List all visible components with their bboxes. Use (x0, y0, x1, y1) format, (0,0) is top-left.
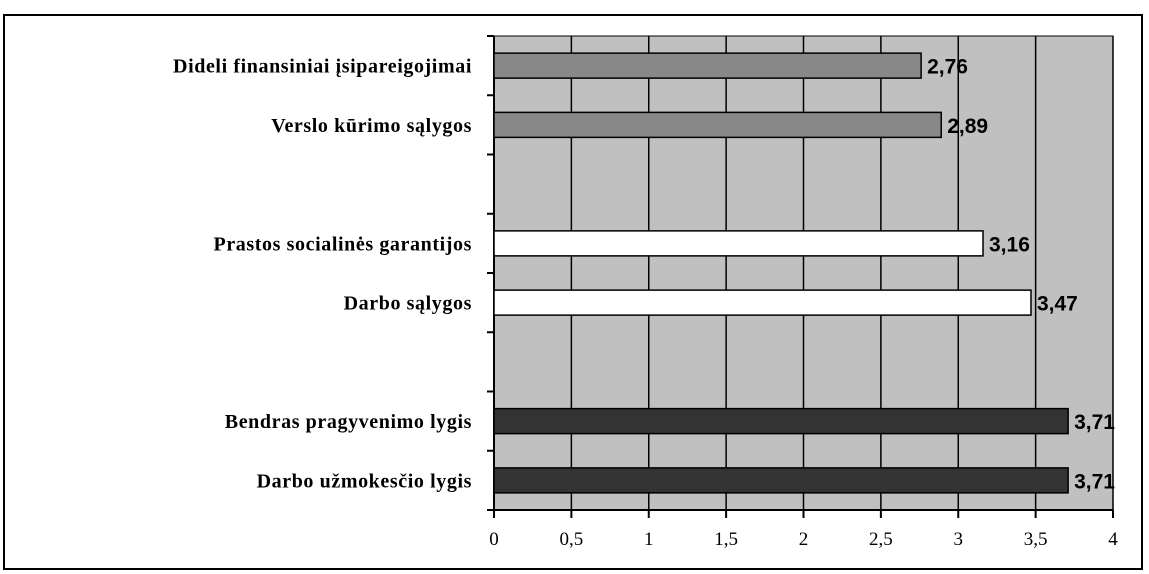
category-label: Darbo sąlygos (344, 293, 472, 315)
bar (493, 52, 922, 79)
bar (493, 289, 1032, 316)
x-tick-label: 1 (644, 529, 654, 550)
data-label: 3,16 (989, 233, 1030, 256)
data-label: 3,71 (1074, 411, 1115, 434)
bar (493, 467, 1069, 494)
x-tick-label: 0 (489, 529, 499, 550)
category-label: Verslo kūrimo sąlygos (271, 115, 472, 137)
data-label: 2,76 (927, 56, 968, 79)
bar-chart: 0 0,5 1 1,5 2 2,5 3 3,5 4 Dideli finansiniai įsi… (173, 35, 1118, 550)
category-label: Prastos socialinės garantijos (214, 233, 473, 255)
bars-group (493, 52, 1069, 494)
x-tick-label: 3 (954, 529, 964, 550)
x-tick-label: 3,5 (1024, 529, 1048, 550)
labels-group: Dideli finansiniai įsipareigojimai 2,76 Ve… (173, 56, 1115, 494)
bar (493, 407, 1069, 435)
bar (493, 111, 942, 139)
chart-frame: 0 0,5 1 1,5 2 2,5 3 3,5 4 Dideli finansiniai įsi… (3, 14, 1143, 570)
data-label: 3,47 (1037, 293, 1078, 316)
bar (493, 230, 984, 257)
x-tick-label: 4 (1108, 529, 1118, 550)
x-tick-label: 1,5 (714, 529, 738, 550)
data-label: 3,71 (1074, 470, 1115, 493)
x-tick-label: 2,5 (869, 529, 893, 550)
category-label: Dideli finansiniai įsipareigojimai (173, 56, 472, 78)
data-label: 2,89 (947, 115, 988, 138)
x-tick-label: 2 (799, 529, 809, 550)
category-label: Darbo užmokesčio lygis (257, 470, 472, 492)
category-label: Bendras pragyvenimo lygis (225, 411, 472, 433)
x-tick-label: 0,5 (560, 529, 584, 550)
